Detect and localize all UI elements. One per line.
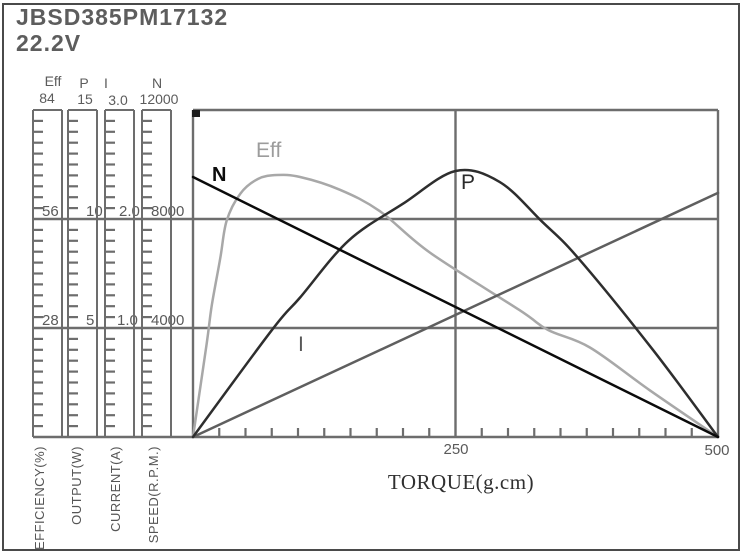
axis-max-n: 12000 <box>139 91 179 107</box>
curve-label-n: N <box>212 164 227 186</box>
x-tick-250: 250 <box>443 441 469 458</box>
voltage-label: 22.2V <box>16 30 82 56</box>
axis-mid-p: 10 <box>86 203 103 220</box>
model-title: JBSD385PM17132 <box>16 4 229 30</box>
axis-unit-efficiency: EFFICIENCY(%) <box>32 446 47 550</box>
x-tick-500: 500 <box>704 442 730 459</box>
axis-max-i: 3.0 <box>108 92 128 108</box>
axis-low-p: 5 <box>86 312 95 329</box>
axis-unit-current: CURRENT(A) <box>108 446 123 532</box>
axis-max-eff: 84 <box>39 90 55 106</box>
axis-unit-speed: SPEED(R.P.M.) <box>146 446 161 544</box>
axis-header-eff: Eff <box>44 73 62 89</box>
axis-max-p: 15 <box>77 91 93 107</box>
curve-label-eff: Eff <box>256 139 282 162</box>
axis-unit-output: OUTPUT(W) <box>69 446 84 525</box>
axis-low-i: 1.0 <box>117 312 138 329</box>
axis-low-eff: 28 <box>42 312 59 329</box>
curve-label-i: I <box>298 333 304 356</box>
axis-mid-eff: 56 <box>42 203 59 220</box>
axis-header-i: I <box>104 75 108 91</box>
axis-header-p: P <box>79 75 89 91</box>
x-axis-title: TORQUE(g.cm) <box>387 470 535 494</box>
axis-low-n: 4000 <box>151 312 185 329</box>
curve-label-p: P <box>461 171 476 194</box>
axis-header-n: N <box>151 75 163 91</box>
axis-mid-n: 8000 <box>151 203 185 220</box>
